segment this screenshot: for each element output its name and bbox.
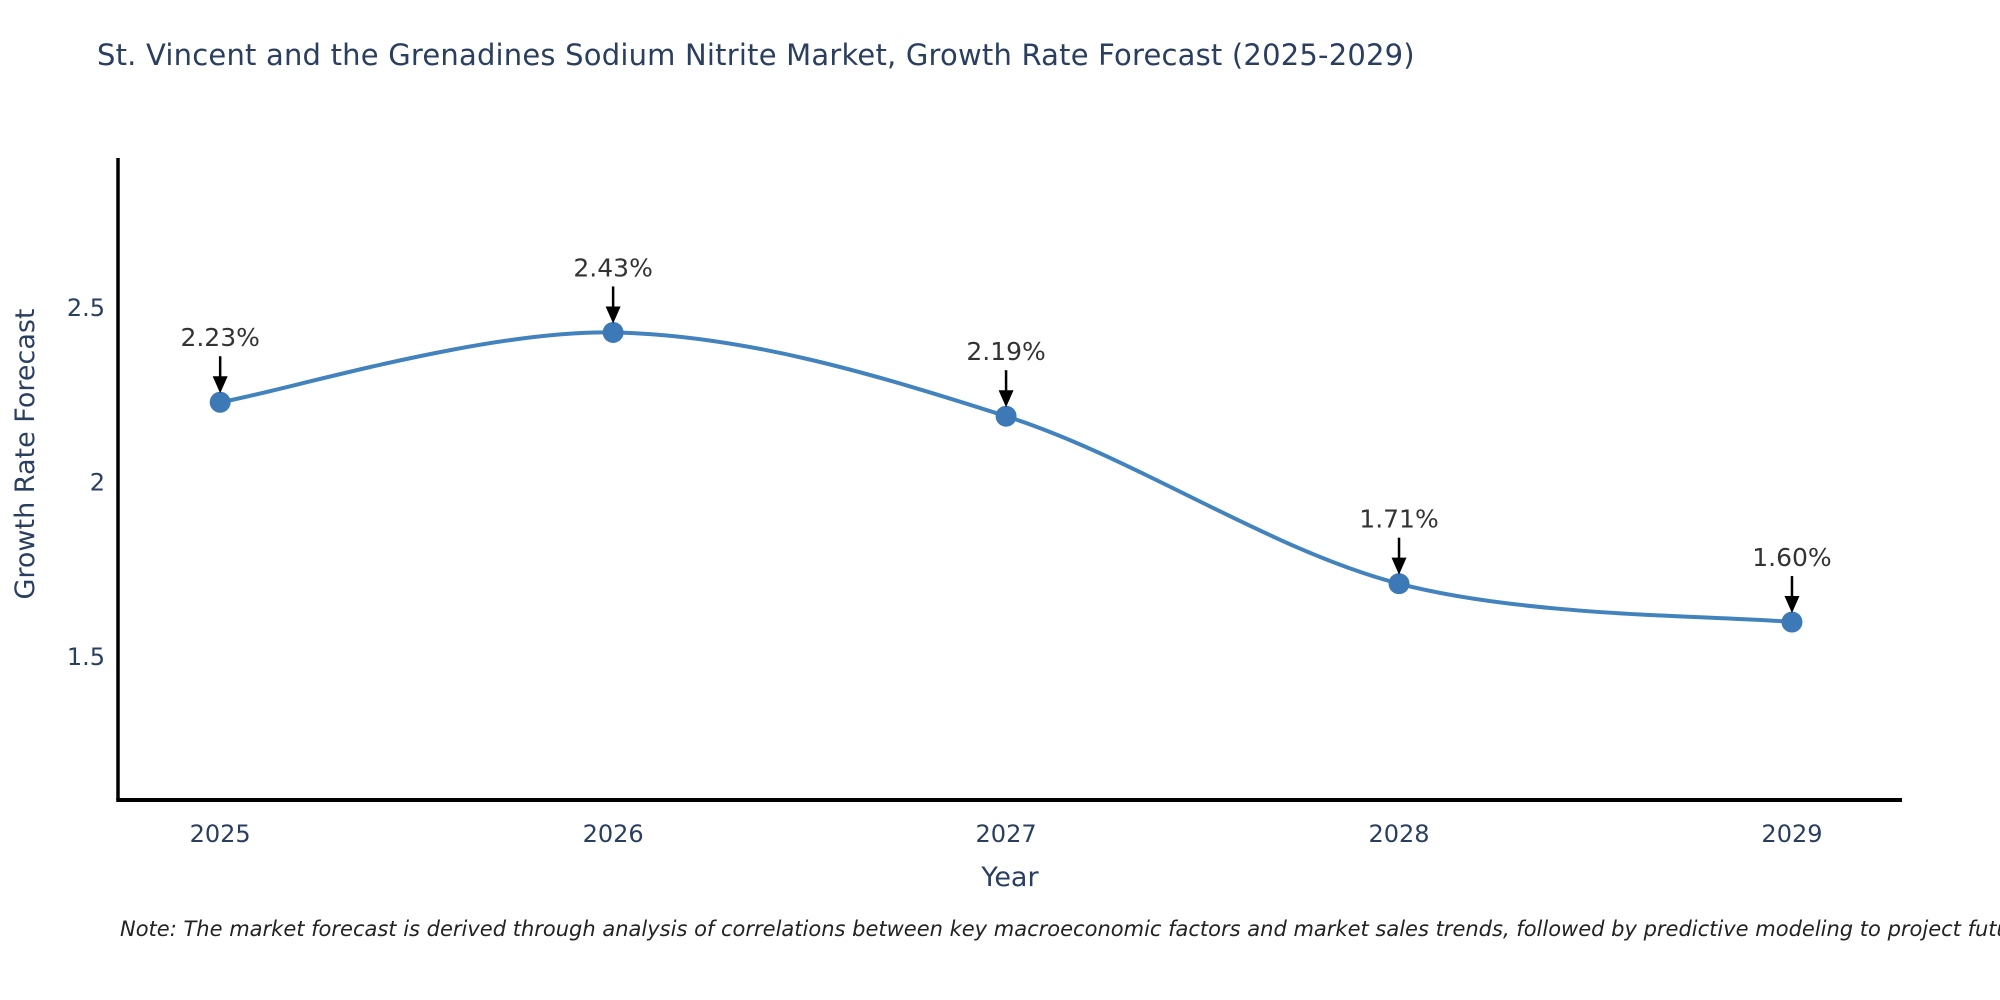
x-tick-label: 2027 — [976, 820, 1037, 848]
data-point-2028 — [1388, 573, 1410, 595]
data-label-2025: 2.23% — [180, 323, 259, 352]
data-point-2026 — [602, 321, 624, 343]
footnote: Note: The market forecast is derived thr… — [120, 917, 2000, 941]
y-tick-label: 2.5 — [67, 294, 105, 322]
annotation-arrow-head — [605, 306, 621, 324]
annotation-arrow-head — [212, 376, 228, 394]
data-label-2028: 1.71% — [1359, 505, 1438, 534]
annotation-arrow-head — [998, 390, 1014, 408]
annotation-arrow-head — [1391, 557, 1407, 575]
x-tick-label: 2028 — [1368, 820, 1429, 848]
annotation-arrow-head — [1784, 596, 1800, 614]
data-point-2025 — [209, 391, 231, 413]
y-axis-title: Growth Rate Forecast — [10, 308, 41, 599]
y-tick-label: 1.5 — [67, 643, 105, 671]
data-label-2027: 2.19% — [966, 337, 1045, 366]
x-tick-label: 2026 — [583, 820, 644, 848]
data-point-2027 — [995, 405, 1017, 427]
x-axis-title: Year — [980, 862, 1039, 893]
x-tick-label: 2025 — [190, 820, 251, 848]
data-label-2026: 2.43% — [573, 253, 652, 282]
y-tick-label: 2 — [90, 468, 105, 496]
chart-title: St. Vincent and the Grenadines Sodium Ni… — [97, 38, 1415, 72]
data-label-2029: 1.60% — [1752, 543, 1831, 572]
data-point-2029 — [1781, 611, 1803, 633]
x-tick-label: 2029 — [1761, 820, 1822, 848]
